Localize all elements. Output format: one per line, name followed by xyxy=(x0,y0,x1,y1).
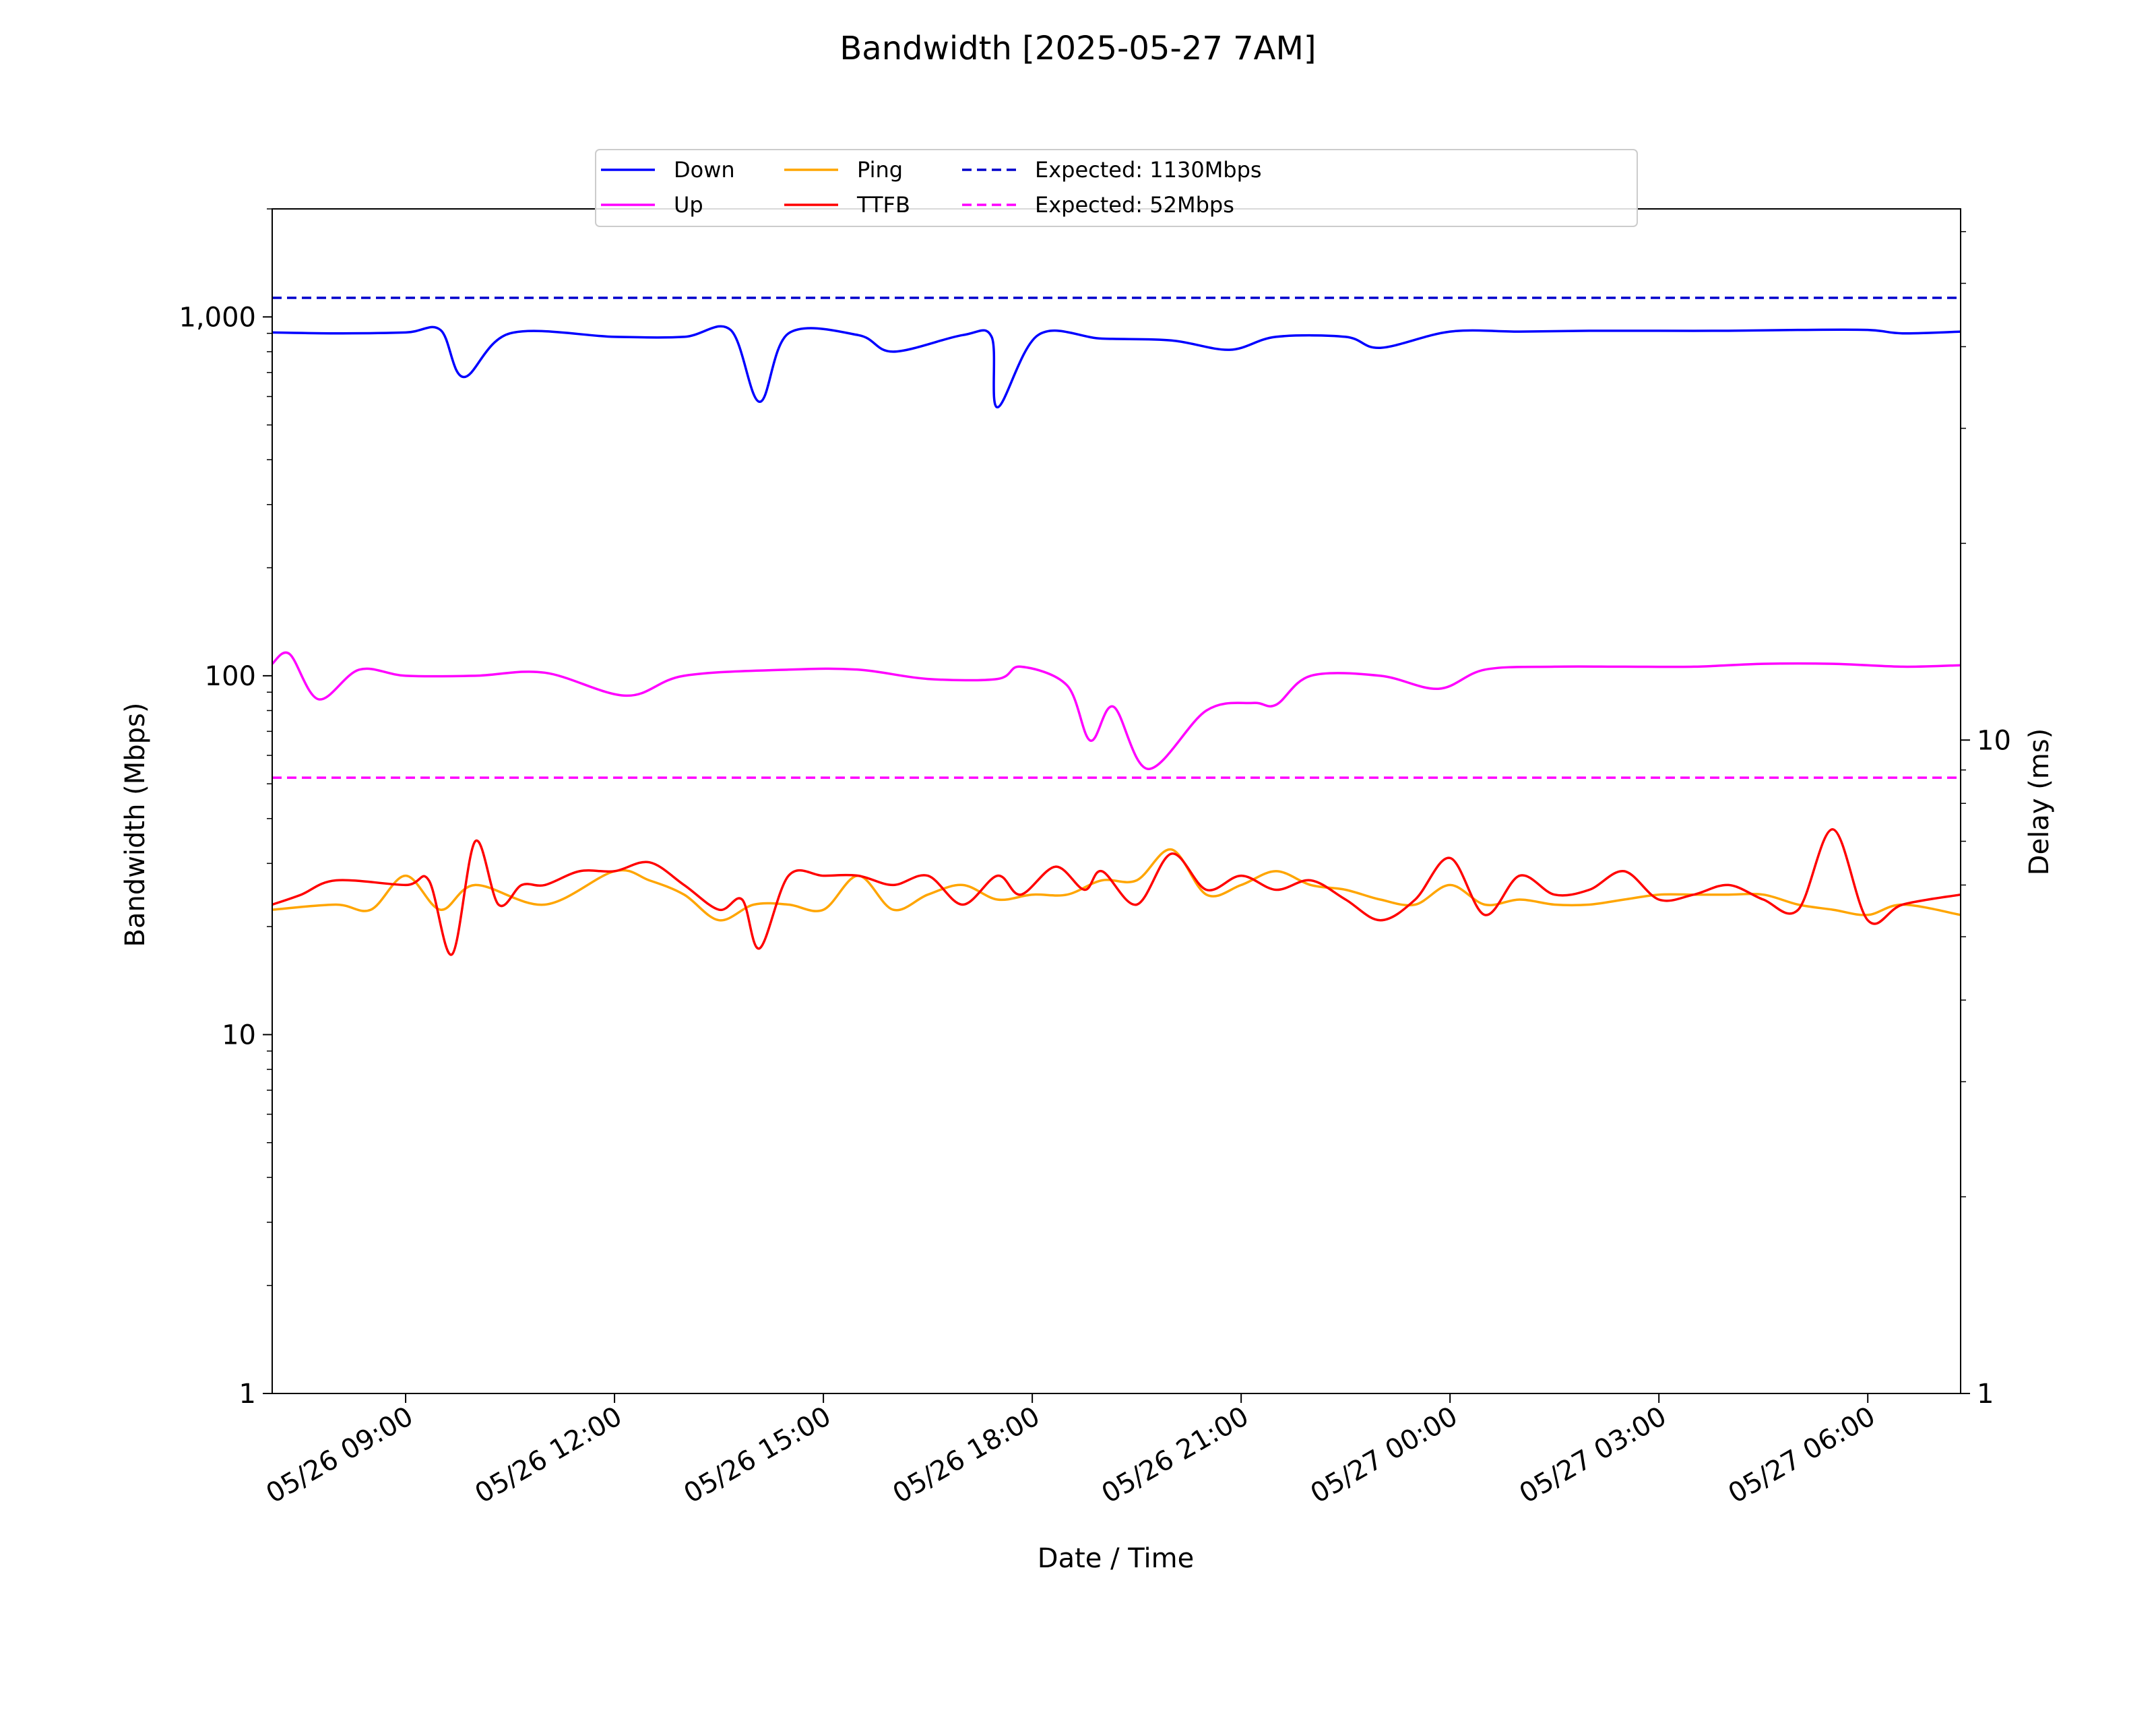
y-axis-label: Bandwidth (Mbps) xyxy=(120,702,151,947)
legend-label-up: Up xyxy=(674,192,703,218)
x-axis-label: Date / Time xyxy=(1038,1543,1194,1574)
series-line-up xyxy=(271,651,1961,770)
plot-lines xyxy=(271,296,1961,956)
legend-label-down: Down xyxy=(674,157,735,183)
y2-axis-ticks: 1 10 xyxy=(1961,230,2011,1410)
y-tick-label: 10 xyxy=(222,1020,256,1050)
legend-label-expected-1130mbps: Expected: 1130Mbps xyxy=(1035,157,1262,183)
y2-tick-label: 1 xyxy=(1977,1379,1994,1410)
series-line-down xyxy=(272,325,1961,409)
y-tick-label: 1,000 xyxy=(179,302,256,333)
chart-title: Bandwidth [2025-05-27 7AM] xyxy=(839,30,1316,67)
legend-label-ping: Ping xyxy=(857,157,903,183)
y2-tick-label: 10 xyxy=(1977,725,2011,756)
legend-box xyxy=(595,149,1638,227)
y-tick-label: 100 xyxy=(205,661,256,692)
legend-label-ttfb: TTFB xyxy=(856,192,910,218)
series-line-ping xyxy=(272,848,1961,922)
legend-label-expected-52mbps: Expected: 52Mbps xyxy=(1035,192,1234,218)
series-line-ttfb xyxy=(272,828,1961,956)
y-axis-ticks: 1 10 100 1,000 xyxy=(179,208,272,1410)
legend: Down Up Ping TTFB Expected: 1130Mbps Expected… xyxy=(595,149,1638,227)
y-tick-label: 1 xyxy=(239,1379,256,1410)
y2-axis-label: Delay (ms) xyxy=(2024,728,2055,875)
